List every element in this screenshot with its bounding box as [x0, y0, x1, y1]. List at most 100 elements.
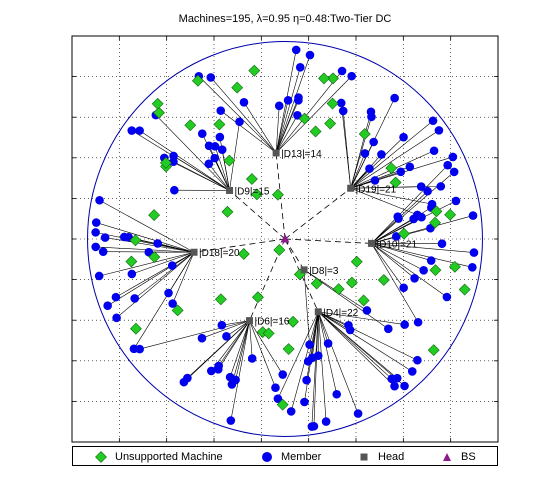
member-link — [115, 251, 195, 298]
member-link — [168, 252, 195, 294]
member-node — [347, 71, 356, 81]
unsupported-node — [148, 209, 161, 221]
member-node — [206, 73, 216, 82]
member-node — [413, 355, 422, 365]
backbone-link — [284, 187, 351, 240]
purple-triangle-icon — [441, 451, 453, 463]
unsupported-node — [430, 205, 443, 218]
member-node — [396, 167, 406, 177]
member-node — [278, 370, 288, 379]
member-node — [323, 339, 333, 348]
member-node — [405, 162, 415, 172]
blue-circle-icon — [261, 451, 273, 463]
unsupported-node — [250, 188, 263, 201]
backbone-link — [229, 190, 286, 240]
unsupported-node — [245, 173, 258, 185]
member-node — [217, 145, 227, 154]
legend-item-member: Member — [261, 450, 321, 464]
member-node — [130, 294, 139, 303]
member-link — [131, 251, 195, 275]
unsupported-node — [357, 294, 370, 307]
cluster-head — [300, 266, 308, 274]
member-node — [469, 248, 479, 257]
unsupported-node — [448, 260, 461, 273]
cluster-head — [190, 248, 198, 256]
member-node — [416, 182, 426, 191]
member-node — [400, 320, 409, 329]
legend-item-unsupported: Unsupported Machine — [95, 450, 223, 464]
member-node — [168, 299, 177, 308]
member-node — [307, 422, 317, 431]
member-link — [277, 311, 319, 399]
member-link — [307, 311, 319, 362]
unsupported-node — [276, 398, 289, 411]
member-node — [437, 239, 447, 249]
member-link — [96, 222, 195, 253]
member-node — [291, 45, 301, 55]
unsupported-node — [327, 72, 339, 85]
member-node — [409, 214, 418, 224]
member-link — [249, 320, 283, 375]
member-link — [99, 251, 195, 277]
cluster-head — [368, 239, 376, 247]
member-node — [94, 271, 104, 281]
unsupported-node — [309, 125, 322, 138]
member-link — [350, 153, 366, 189]
member-link — [350, 187, 433, 205]
member-node — [423, 186, 432, 196]
member-node — [216, 106, 226, 115]
member-node — [436, 182, 446, 191]
member-link — [235, 320, 250, 381]
member-link — [229, 121, 240, 191]
member-node — [300, 397, 309, 407]
member-link — [99, 199, 195, 253]
member-node — [384, 324, 393, 334]
member-link — [139, 130, 230, 191]
member-node — [392, 373, 402, 383]
member-link — [371, 243, 415, 279]
member-link — [210, 77, 277, 154]
member-node — [111, 292, 121, 302]
member-link — [318, 311, 392, 380]
member-link — [275, 105, 280, 153]
member-node — [434, 126, 444, 135]
member-node — [426, 256, 436, 265]
member-node — [442, 292, 452, 302]
member-link — [350, 120, 434, 189]
member-node — [417, 212, 426, 222]
member-link — [313, 311, 319, 427]
member-node — [95, 195, 104, 205]
legend: Unsupported Machine Member Head BS — [72, 446, 498, 466]
member-node — [197, 333, 207, 343]
unsupported-node — [444, 208, 457, 221]
member-node — [283, 96, 293, 105]
unsupported-node — [223, 154, 236, 167]
member-link — [350, 154, 382, 189]
unsupported-node — [231, 81, 244, 94]
member-node — [273, 394, 283, 403]
unsupported-node — [151, 97, 164, 110]
member-node — [377, 150, 386, 159]
member-node — [399, 132, 408, 142]
member-node — [235, 117, 244, 127]
member-node — [369, 137, 378, 147]
member-node — [451, 196, 461, 206]
member-link — [317, 311, 337, 395]
bs-marker — [280, 234, 290, 243]
unsupported-node — [350, 255, 363, 268]
axis-ticks — [72, 36, 498, 442]
member-node — [294, 93, 303, 102]
member-node — [207, 366, 216, 376]
green-diamond-icon — [95, 451, 107, 463]
member-link — [340, 102, 351, 189]
member-node — [394, 214, 403, 223]
unsupported-node — [377, 274, 390, 286]
unsupported-node — [171, 304, 184, 317]
member-link — [131, 130, 230, 191]
unsupported-node — [427, 344, 440, 357]
member-node — [293, 110, 302, 120]
member-link — [208, 145, 230, 191]
member-link — [214, 146, 230, 191]
member-node — [353, 409, 363, 418]
member-node — [226, 416, 236, 425]
